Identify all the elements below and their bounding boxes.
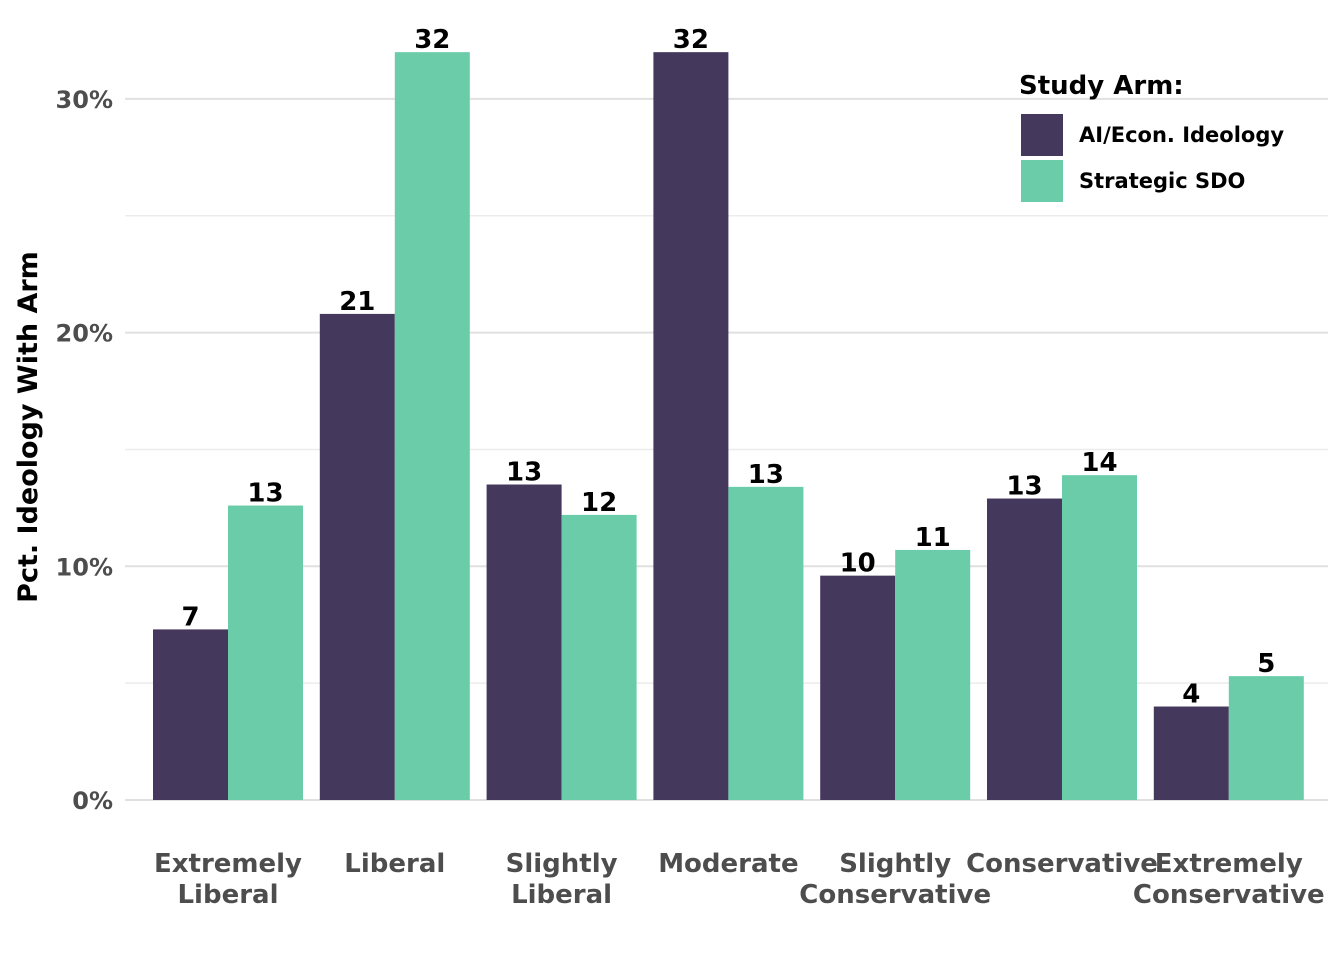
data-label: 21 xyxy=(339,287,375,317)
bar-strategic-sdo-slightly-liberal xyxy=(561,514,637,800)
data-labels: 7 13 21 32 13 12 32 13 10 11 13 14 4 5 xyxy=(181,25,1275,709)
data-label: 10 xyxy=(840,549,876,579)
legend: Study Arm: AI/Econ. Ideology Strategic S… xyxy=(1019,71,1284,202)
y-axis-title: Pct. Ideology With Arm xyxy=(13,251,44,603)
bar-strategic-sdo-conservative xyxy=(1062,475,1137,800)
bar-ai-econ-ideology-slightly-conservative xyxy=(820,575,896,800)
bar-strategic-sdo-extremely-conservative xyxy=(1228,676,1304,800)
data-label: 13 xyxy=(247,479,283,509)
x-category-label-slightly-liberal: Slightly Liberal xyxy=(506,849,618,910)
bar-ai-econ-ideology-slightly-liberal xyxy=(486,484,562,800)
x-category-label-slightly-conservative: Slightly Conservative xyxy=(799,849,991,910)
data-label: 13 xyxy=(506,458,542,488)
data-label: 11 xyxy=(915,523,951,553)
bar-ai-econ-ideology-extremely-conservative xyxy=(1153,706,1229,800)
data-label: 14 xyxy=(1081,448,1117,478)
y-tick-label: 30% xyxy=(56,86,113,114)
x-axis-categories: Extremely Liberal Liberal Slightly Liberal Mo… xyxy=(154,849,1325,910)
bars xyxy=(153,52,1304,801)
data-label: 13 xyxy=(1006,472,1042,502)
legend-title: Study Arm: xyxy=(1019,71,1184,101)
data-label: 32 xyxy=(673,25,709,55)
legend-swatch-strategic-sdo xyxy=(1021,160,1063,202)
bar-ai-econ-ideology-extremely-liberal xyxy=(153,629,228,800)
x-category-label-liberal: Liberal xyxy=(344,849,445,879)
x-category-label-conservative: Conservative xyxy=(966,849,1158,879)
y-axis-ticks: 0% 10% 20% 30% xyxy=(56,86,113,815)
bar-strategic-sdo-extremely-liberal xyxy=(228,505,303,800)
data-label: 12 xyxy=(581,488,617,518)
bar-strategic-sdo-moderate xyxy=(728,486,804,800)
data-label: 32 xyxy=(414,25,450,55)
bar-ai-econ-ideology-liberal xyxy=(319,313,395,800)
legend-label-ai-econ-ideology: AI/Econ. Ideology xyxy=(1079,123,1284,147)
data-label: 13 xyxy=(748,460,784,490)
bar-strategic-sdo-liberal xyxy=(394,52,470,801)
bar-strategic-sdo-slightly-conservative xyxy=(895,549,971,800)
y-tick-label: 10% xyxy=(56,553,113,581)
data-label: 5 xyxy=(1257,649,1275,679)
legend-label-strategic-sdo: Strategic SDO xyxy=(1079,169,1245,193)
bar-ai-econ-ideology-moderate xyxy=(653,52,729,801)
x-category-label-moderate: Moderate xyxy=(658,849,798,879)
data-label: 7 xyxy=(181,602,199,632)
y-tick-label: 0% xyxy=(72,787,113,815)
x-category-label-extremely-conservative: Extremely Conservative xyxy=(1133,849,1325,910)
bar-ai-econ-ideology-conservative xyxy=(987,498,1062,800)
x-category-label-extremely-liberal: Extremely Liberal xyxy=(154,849,302,910)
legend-swatch-ai-econ-ideology xyxy=(1021,114,1063,156)
data-label: 4 xyxy=(1182,680,1200,710)
y-tick-label: 20% xyxy=(56,320,113,348)
